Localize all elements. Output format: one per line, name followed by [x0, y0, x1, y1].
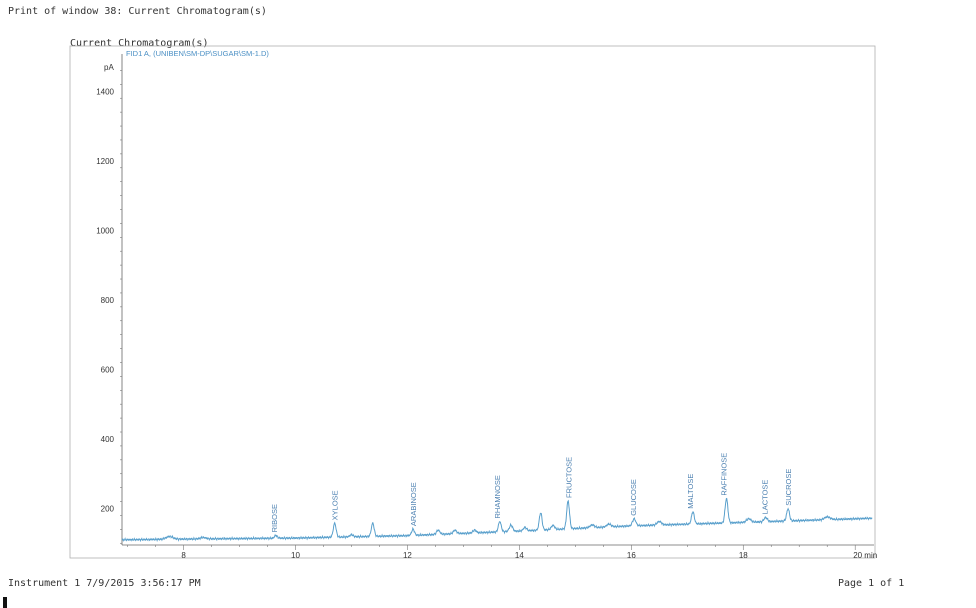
y-tick-label: 600: [101, 365, 115, 374]
axes: [69, 45, 876, 559]
x-tick-label: 20 min: [853, 551, 877, 560]
peak-label: RIBOSE: [270, 504, 279, 532]
y-tick-label: 1200: [96, 157, 114, 166]
peak-label: FRUCTOSE: [565, 457, 574, 498]
axis-ticks: 200 400 600 800 1000 1200 1400 8 10 12 14 16 18 20 mi…: [96, 70, 877, 560]
signal-label: FID1 A, (UNIBEN\SM-DP\SUGAR\SM-1.D): [126, 49, 269, 58]
peak-label: XYLOSE: [331, 490, 340, 520]
x-tick-label: 16: [627, 551, 636, 560]
y-tick-label: 1400: [96, 87, 114, 96]
y-tick-label: 200: [101, 504, 115, 513]
page-indicator: Page 1 of 1: [838, 578, 905, 589]
y-tick-label: 400: [101, 435, 115, 444]
peak-label: LACTOSE: [761, 480, 770, 515]
y-tick-label: 800: [101, 296, 115, 305]
y-axis-label: pA: [104, 63, 114, 72]
peak-label: SUCROSE: [784, 469, 793, 506]
x-tick-label: 10: [291, 551, 300, 560]
chromatogram-trace: [121, 497, 873, 543]
x-tick-label: 18: [739, 551, 748, 560]
x-tick-label: 12: [403, 551, 412, 560]
peak-label: RHAMNOSE: [493, 475, 502, 518]
peak-label: RAFFINOSE: [720, 453, 729, 496]
x-tick-label: 14: [515, 551, 524, 560]
x-tick-label: 8: [181, 551, 186, 560]
peak-labels: RIBOSE XYLOSE ARABINOSE RHAMNOSE FRUCTOSE GLU…: [270, 453, 793, 533]
peak-label: GLUCOSE: [629, 479, 638, 516]
scan-mark: [3, 597, 7, 608]
peak-label: MALTOSE: [686, 474, 695, 509]
panel-title: Current Chromatogram(s): [70, 38, 209, 49]
instrument-footer: Instrument 1 7/9/2015 3:56:17 PM: [8, 578, 201, 589]
outer-frame: [69, 45, 876, 559]
print-title: Print of window 38: Current Chromatogram…: [8, 6, 267, 17]
peak-label: ARABINOSE: [409, 482, 418, 526]
y-tick-label: 1000: [96, 226, 114, 235]
